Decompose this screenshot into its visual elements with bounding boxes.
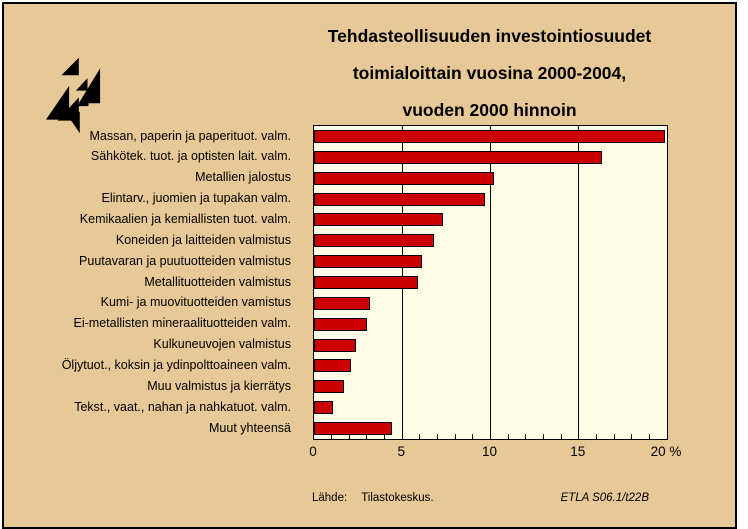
category-label: Muut yhteensä — [209, 420, 291, 435]
category-label: Öljytuot., koksin ja ydinpolttoaineen va… — [61, 358, 291, 373]
x-axis-minor-tick — [595, 434, 597, 439]
x-axis-minor-tick — [437, 434, 439, 439]
source-label: Lähde: — [312, 492, 348, 504]
x-axis-minor-tick — [454, 434, 456, 439]
bar-9 — [314, 296, 371, 310]
figure-code: ETLA S06.1/t22B — [560, 492, 649, 504]
bar-3 — [314, 171, 495, 185]
chart-title-line-2: toimialoittain vuosina 2000-2004, — [352, 63, 627, 83]
x-tick-label: 20 % — [650, 444, 682, 459]
source-note: Lähde: Tilastokeskus. — [312, 492, 434, 504]
bar-15 — [314, 422, 392, 436]
x-axis-minor-tick — [507, 434, 509, 439]
bar-7 — [314, 255, 422, 269]
x-axis-minor-tick — [366, 434, 368, 439]
bar-1 — [314, 129, 666, 143]
category-label: Kemikaalien ja kemiallisten tuot. valm. — [79, 211, 291, 226]
category-label: Metallituotteiden valmistus — [144, 274, 291, 289]
gridline-15 — [578, 126, 580, 439]
bar-13 — [314, 380, 344, 394]
category-label: Kumi- ja muovituotteiden vamistus — [100, 295, 291, 310]
chart-title-line-1: Tehdasteollisuuden investointiosuudet — [327, 26, 652, 46]
category-label: Metallien jalostus — [195, 170, 291, 185]
x-tick-label: 15 — [570, 444, 586, 459]
category-label: Koneiden ja laitteiden valmistus — [115, 232, 291, 247]
x-tick-label: 5 — [397, 444, 406, 459]
x-axis-minor-tick — [348, 434, 350, 439]
bar-2 — [314, 150, 602, 164]
x-axis-minor-tick — [648, 434, 650, 439]
etla-logo — [44, 56, 102, 135]
etla-triangles-icon — [45, 57, 101, 134]
gridline-10 — [490, 126, 491, 439]
x-axis-minor-tick — [631, 434, 633, 439]
bar-5 — [314, 213, 443, 227]
x-axis-minor-tick — [560, 434, 562, 439]
bar-11 — [314, 338, 357, 352]
x-axis-minor-tick — [613, 434, 615, 439]
bar-8 — [314, 276, 419, 289]
category-label: Puutavaran ja puutuotteiden valmistus — [79, 253, 291, 268]
x-tick-label: 10 — [481, 444, 498, 459]
x-axis-minor-tick — [542, 434, 544, 439]
x-axis-minor-tick — [472, 434, 474, 439]
bar-6 — [314, 234, 435, 248]
x-axis-minor-tick — [331, 434, 333, 439]
category-label: Kulkuneuvojen valmistus — [153, 337, 291, 352]
x-axis-minor-tick — [525, 434, 527, 439]
plot-area — [313, 125, 668, 440]
x-tick-label: 0 — [309, 444, 317, 459]
category-label: Muu valmistus ja kierrätys — [147, 378, 291, 393]
category-label: Massan, paperin ja paperituot. valm. — [89, 128, 292, 143]
bar-12 — [314, 359, 352, 373]
chart-title: Tehdasteollisuuden investointiosuudet to… — [303, 18, 676, 129]
x-axis-minor-tick — [419, 434, 421, 439]
source-value: Tilastokeskus. — [361, 492, 434, 504]
category-label: Sähkötek. tuot. ja optisten lait. valm. — [90, 149, 291, 164]
category-label: Tekst., vaat., nahan ja nahkatuot. valm. — [74, 399, 291, 414]
bar-14 — [314, 401, 334, 415]
bar-4 — [314, 192, 486, 206]
category-label: Ei-metallisten mineraalituotteiden valm. — [73, 316, 291, 331]
category-label: Elintarv., juomien ja tupakan valm. — [101, 191, 291, 206]
chart-title-line-3: vuoden 2000 hinnoin — [402, 100, 577, 120]
chart-panel: Tehdasteollisuuden investointiosuudet to… — [2, 2, 737, 529]
x-axis-minor-tick — [384, 434, 386, 439]
bar-10 — [314, 317, 367, 331]
